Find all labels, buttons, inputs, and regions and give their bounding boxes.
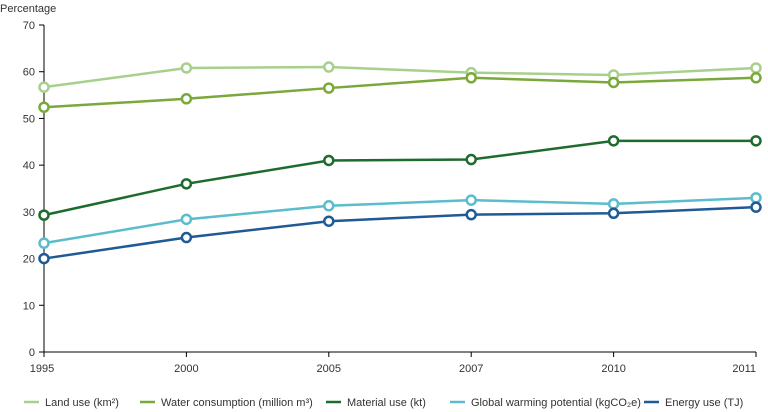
series-line: [43, 76, 757, 109]
data-point: [750, 62, 762, 74]
data-point: [323, 61, 335, 73]
data-point: [38, 101, 50, 113]
x-tick-label: 1995: [30, 363, 54, 375]
legend-label: Material use (kt): [347, 397, 426, 409]
y-tick-label: 60: [23, 67, 35, 79]
data-point: [750, 201, 762, 213]
x-axis: 1995 2000 2005 2007 2010 2011: [30, 351, 757, 375]
data-point: [38, 81, 50, 93]
data-point: [38, 252, 50, 265]
legend-item: Land use (km²): [24, 397, 119, 409]
series-4: [38, 201, 762, 265]
data-point: [323, 200, 335, 212]
legend-item: Energy use (TJ): [644, 397, 743, 409]
y-tick-label: 0: [29, 347, 35, 359]
data-point: [323, 154, 335, 167]
series-line: [43, 65, 757, 89]
data-point: [38, 237, 50, 249]
series-0: [38, 61, 762, 93]
data-point: [38, 209, 50, 221]
y-tick-label: 50: [23, 113, 35, 125]
data-point: [180, 62, 193, 74]
data-point: [465, 153, 477, 166]
series-line: [43, 196, 757, 245]
y-axis-title: Percentage: [0, 3, 56, 15]
data-point: [465, 208, 477, 221]
data-point: [180, 213, 193, 226]
series-layer: [38, 61, 762, 265]
data-point: [465, 72, 477, 84]
series-line: [43, 205, 757, 260]
data-point: [180, 93, 193, 105]
series-2: [38, 135, 762, 221]
legend-item: Material use (kt): [326, 397, 426, 409]
x-tick-label: 2007: [459, 363, 483, 375]
data-point: [607, 135, 620, 147]
legend-label: Energy use (TJ): [665, 397, 743, 409]
legend-label: Global warming potential (kgCO₂e): [471, 397, 641, 409]
data-point: [607, 76, 620, 89]
y-tick-label: 40: [23, 160, 35, 172]
y-tick-label: 30: [23, 207, 35, 219]
data-point: [180, 231, 193, 244]
x-tick-label: 2000: [174, 363, 198, 375]
series-3: [38, 192, 762, 249]
legend: Land use (km²) Water consumption (million…: [24, 397, 743, 409]
legend-item: Water consumption (million m³): [140, 397, 313, 409]
data-point: [750, 135, 762, 147]
legend-label: Land use (km²): [45, 397, 119, 409]
x-tick-label: 2010: [601, 363, 625, 375]
y-tick-label: 70: [23, 20, 35, 32]
y-axis: 0 10 20 30 40 50 60 70: [23, 20, 45, 359]
x-tick-label: 2005: [317, 363, 341, 375]
data-point: [465, 194, 477, 206]
data-point: [750, 72, 762, 84]
series-1: [38, 72, 762, 113]
y-tick-label: 10: [23, 300, 35, 312]
legend-label: Water consumption (million m³): [161, 397, 313, 409]
x-tick-label: 2011: [732, 363, 756, 375]
data-point: [607, 198, 620, 210]
y-tick-label: 20: [23, 254, 35, 266]
series-line: [43, 139, 756, 217]
data-point: [607, 207, 620, 220]
legend-item: Global warming potential (kgCO₂e): [450, 397, 641, 409]
data-point: [180, 178, 193, 190]
data-point: [750, 192, 762, 204]
data-point: [323, 82, 335, 94]
data-point: [323, 215, 335, 227]
